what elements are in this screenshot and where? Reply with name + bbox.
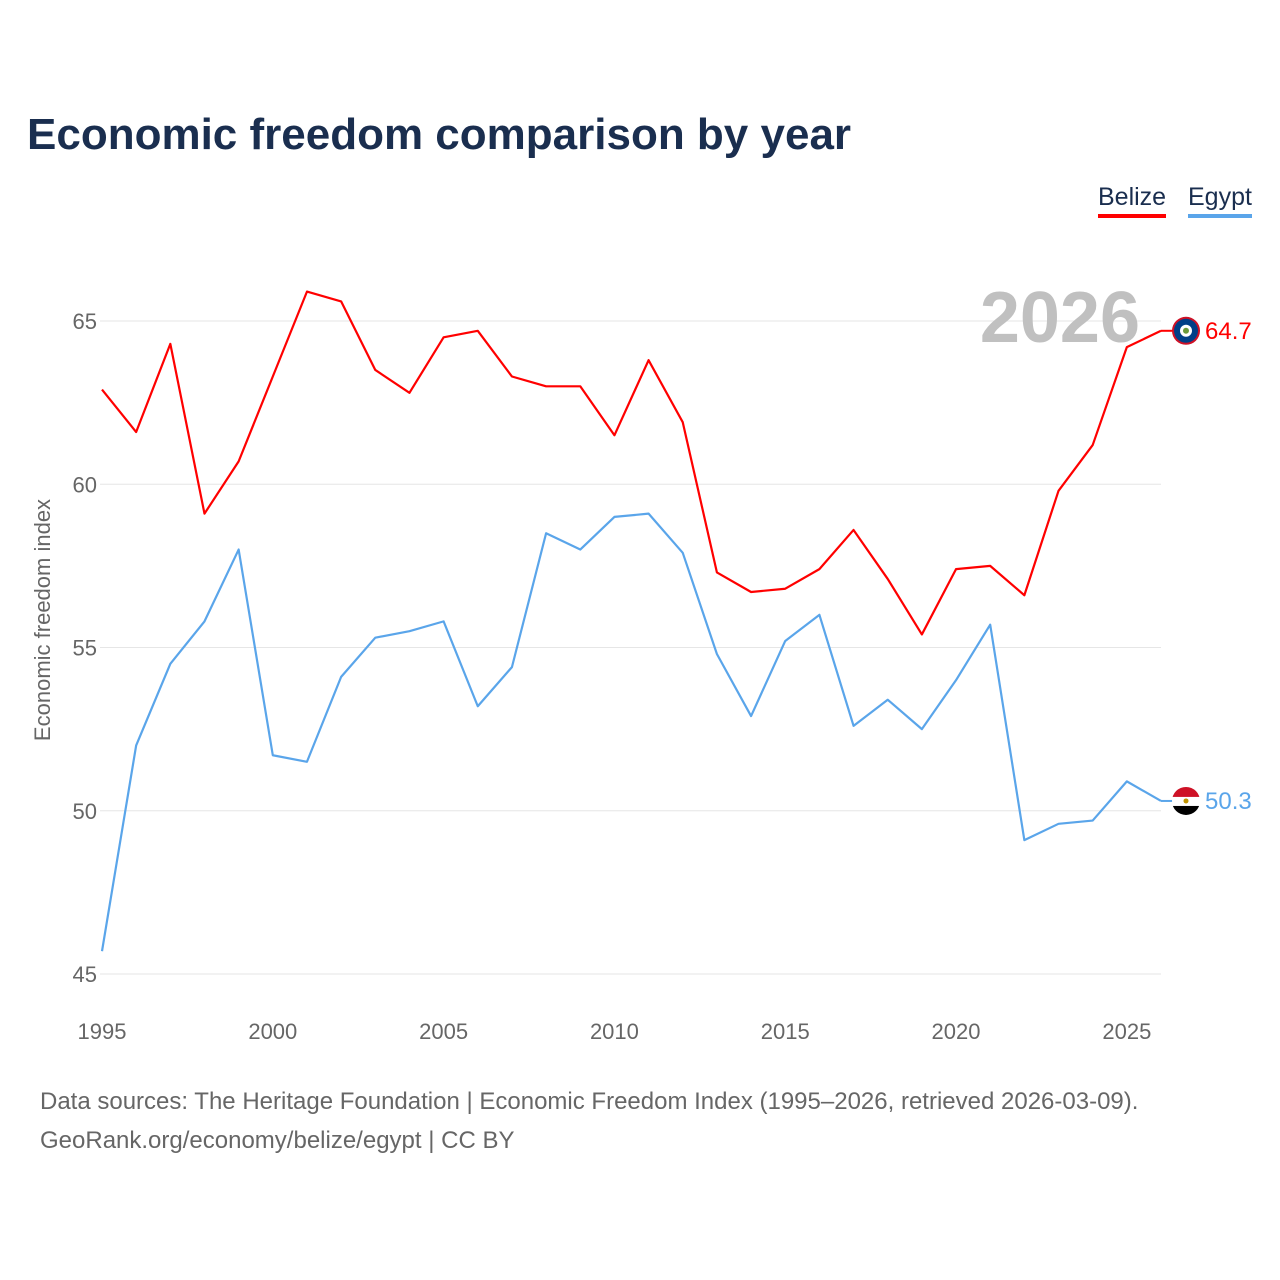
y-tick-label: 50 <box>73 799 97 824</box>
flag-egypt-red <box>1172 786 1200 797</box>
legend-egypt[interactable]: Egypt <box>1188 183 1252 218</box>
x-tick-label: 2010 <box>590 1019 639 1044</box>
y-tick-label: 55 <box>73 636 97 661</box>
footer-sources: Data sources: The Heritage Foundation | … <box>40 1088 1139 1115</box>
series-line-belize <box>101 290 1162 636</box>
x-tick-label: 2025 <box>1102 1019 1151 1044</box>
flag-belize-icon <box>1172 316 1200 345</box>
y-tick-label: 65 <box>73 309 97 334</box>
chart-title: Economic freedom comparison by year <box>27 110 852 159</box>
footer-attribution[interactable]: GeoRank.org/economy/belize/egypt | CC BY <box>40 1127 515 1154</box>
end-value-label-egypt: 50.3 <box>1205 788 1252 815</box>
y-axis-label: Economic freedom index <box>30 499 55 741</box>
x-tick-label: 2005 <box>419 1019 468 1044</box>
flag-egypt-icon <box>1172 786 1200 815</box>
flag-egypt-stripes <box>1172 786 1200 815</box>
year-watermark: 2026 <box>980 278 1140 358</box>
end-value-label-belize: 64.7 <box>1205 318 1252 345</box>
x-tick-label: 2020 <box>932 1019 981 1044</box>
y-tick-label: 45 <box>73 962 97 987</box>
legend-belize[interactable]: Belize <box>1098 183 1167 218</box>
x-tick-label: 2015 <box>761 1019 810 1044</box>
flag-egypt-black <box>1172 805 1200 815</box>
x-tick-label: 2000 <box>248 1019 297 1044</box>
y-tick-label: 60 <box>73 472 97 497</box>
flag-belize-emblem-center <box>1183 327 1189 334</box>
series-line-egypt <box>100 512 1162 952</box>
x-tick-label: 1995 <box>78 1019 127 1044</box>
flag-egypt-eagle <box>1183 798 1189 804</box>
